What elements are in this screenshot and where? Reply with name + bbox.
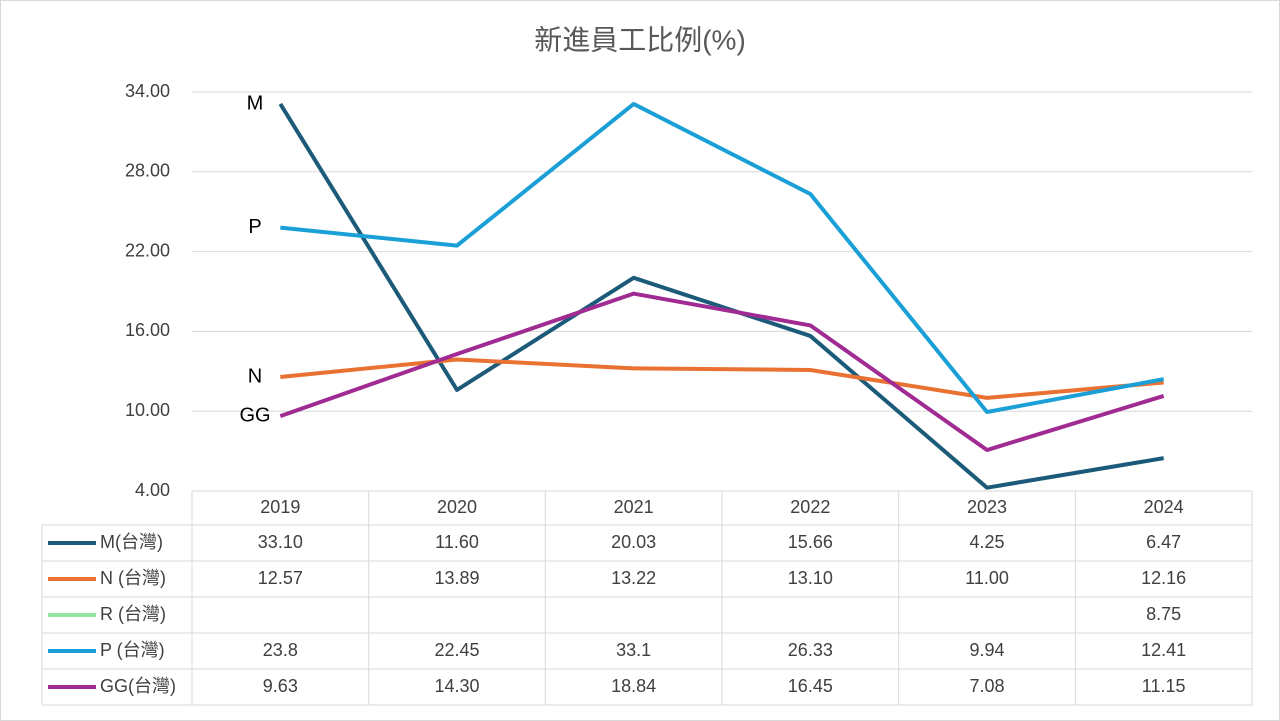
data-table-value: 22.45: [434, 640, 479, 660]
x-tick-label: 2021: [614, 497, 654, 517]
y-tick-label: 16.00: [125, 320, 170, 340]
data-table-value: 12.16: [1141, 568, 1186, 588]
legend-label: P (台灣): [100, 640, 165, 660]
y-tick-label: 28.00: [125, 161, 170, 181]
y-tick-label: 4.00: [135, 480, 170, 500]
chart-title: 新進員工比例(%): [534, 24, 746, 55]
data-table-value: 18.84: [611, 676, 656, 696]
data-table-value: 33.10: [258, 532, 303, 552]
y-tick-label: 34.00: [125, 81, 170, 101]
series-line: [279, 291, 1165, 453]
data-table-value: 11.60: [435, 532, 479, 552]
data-table-value: 13.22: [611, 568, 656, 588]
legend-label: M(台灣): [100, 532, 163, 552]
data-table-value: 26.33: [788, 640, 833, 660]
data-table-value: 15.66: [788, 532, 833, 552]
data-table-value: 13.89: [434, 568, 479, 588]
legend-label: GG(台灣): [100, 676, 176, 696]
data-table-value: 12.57: [258, 568, 303, 588]
data-table-value: 14.30: [434, 676, 479, 696]
data-table-value: 13.10: [788, 568, 833, 588]
data-table-value: 11.15: [1142, 676, 1186, 696]
data-table-value: 20.03: [611, 532, 656, 552]
data-table-value: 23.8: [263, 640, 298, 660]
data-table-value: 12.41: [1141, 640, 1186, 660]
series-annotation: N: [248, 365, 262, 387]
y-tick-label: 10.00: [125, 400, 170, 420]
series-annotation: GG: [239, 404, 270, 426]
x-tick-label: 2022: [790, 497, 830, 517]
data-table-value: 11.00: [965, 568, 1009, 588]
data-table-value: 9.63: [263, 676, 298, 696]
x-tick-label: 2019: [260, 497, 300, 517]
series-line: [278, 102, 1164, 490]
data-table-value: 33.1: [616, 640, 651, 660]
x-tick-label: 2024: [1144, 497, 1184, 517]
data-table-value: 4.25: [969, 532, 1004, 552]
y-tick-label: 22.00: [125, 240, 170, 260]
legend-label: N (台灣): [100, 568, 166, 588]
series-annotation: P: [248, 216, 261, 238]
data-table-value: 9.94: [969, 640, 1004, 660]
x-tick-label: 2020: [437, 497, 477, 517]
data-table-value: 7.08: [969, 676, 1004, 696]
legend-label: R (台灣): [100, 604, 166, 624]
data-table-value: 8.75: [1146, 604, 1181, 624]
x-tick-label: 2023: [967, 497, 1007, 517]
data-table-value: 6.47: [1146, 532, 1181, 552]
series-line: [280, 101, 1165, 414]
series-annotation: M: [247, 92, 264, 114]
data-table-value: 16.45: [788, 676, 833, 696]
